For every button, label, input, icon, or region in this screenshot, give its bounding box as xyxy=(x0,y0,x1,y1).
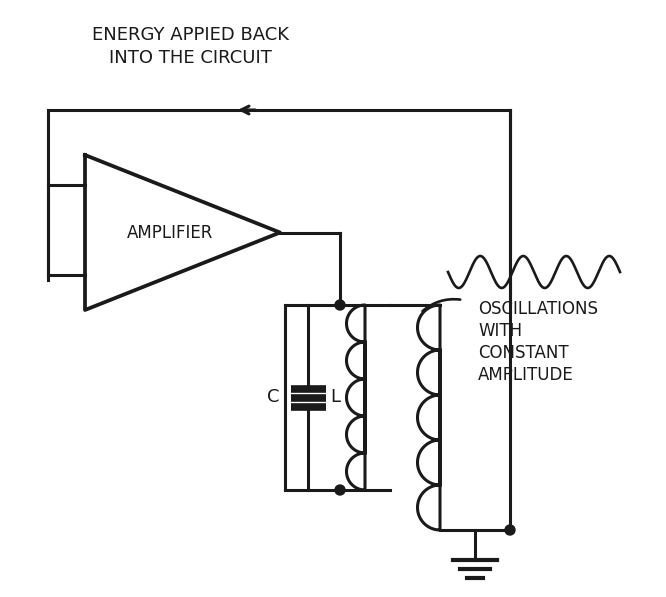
Text: L: L xyxy=(330,389,340,407)
Text: C: C xyxy=(267,389,279,407)
Text: CONSTANT: CONSTANT xyxy=(478,344,569,362)
Circle shape xyxy=(335,300,345,310)
Text: INTO THE CIRCUIT: INTO THE CIRCUIT xyxy=(109,49,272,67)
Text: AMPLIFIER: AMPLIFIER xyxy=(127,223,213,242)
Text: AMPLITUDE: AMPLITUDE xyxy=(478,366,573,384)
Text: WITH: WITH xyxy=(478,322,522,340)
Circle shape xyxy=(335,485,345,495)
Text: ENERGY APPIED BACK: ENERGY APPIED BACK xyxy=(91,26,288,44)
Circle shape xyxy=(505,525,515,535)
Text: OSCILLATIONS: OSCILLATIONS xyxy=(478,300,598,318)
